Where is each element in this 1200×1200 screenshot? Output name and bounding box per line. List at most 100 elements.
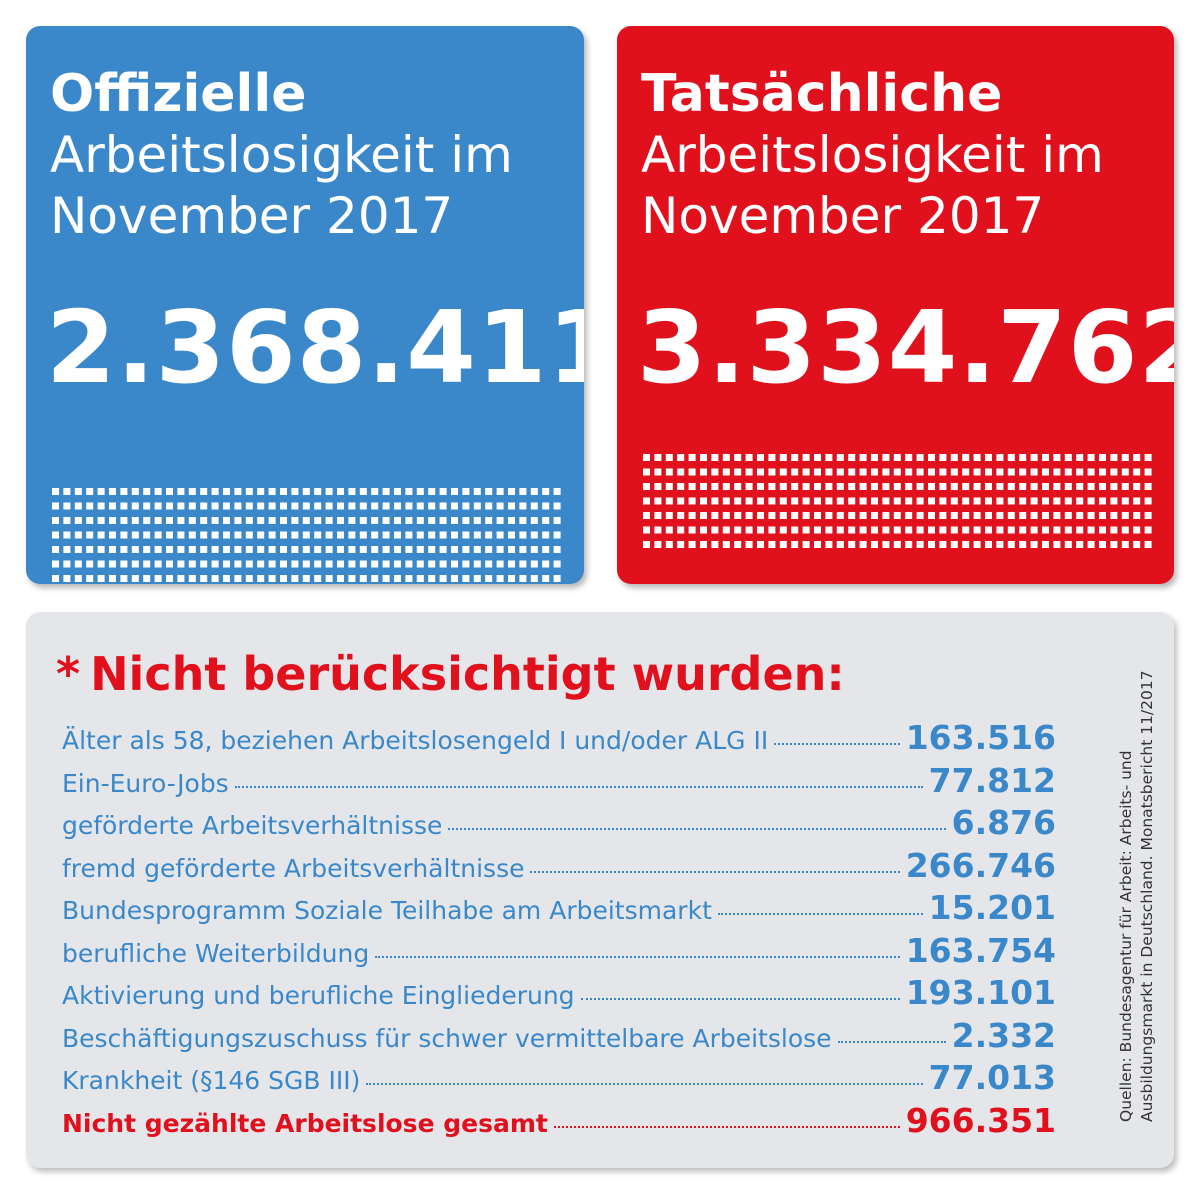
decor-dot [1064, 512, 1072, 519]
decor-dot [973, 526, 981, 534]
decor-dot [291, 575, 299, 582]
decor-dot [223, 488, 230, 495]
decor-dot [405, 531, 413, 539]
decor-dot [553, 488, 561, 495]
decor-dot [1030, 454, 1038, 461]
decor-dot [1144, 454, 1152, 461]
decor-dot [825, 512, 833, 519]
decor-dot [871, 454, 878, 461]
decor-dot [314, 560, 322, 568]
decor-dot [1144, 468, 1152, 476]
decor-dot [394, 502, 401, 510]
decor-dot [768, 468, 776, 476]
decor-dot [291, 488, 299, 495]
decor-dot [791, 526, 799, 534]
decor-dot [382, 560, 390, 568]
decor-dot [734, 512, 742, 519]
decor-dot [496, 546, 504, 553]
decor-dot [836, 526, 844, 534]
decor-dot [985, 512, 992, 519]
decor-dot [1099, 541, 1106, 548]
decor-dot [973, 468, 981, 476]
decor-dot [734, 454, 742, 461]
decor-dot [1053, 512, 1061, 519]
decor-dot [1144, 512, 1152, 519]
decor-dot [120, 531, 128, 539]
decor-dot [688, 512, 696, 519]
decor-dot [428, 575, 436, 582]
decor-dot [154, 560, 162, 568]
actual-unemployment-title: Tatsächliche Arbeitslosigkeit im Novembe… [641, 64, 1104, 247]
decor-dot [97, 546, 105, 553]
decor-dot [1042, 483, 1049, 490]
decor-dot [394, 488, 401, 495]
decor-dot [234, 502, 242, 510]
decor-dot [1019, 497, 1027, 505]
decor-dot [1087, 541, 1095, 548]
decor-dot [268, 531, 276, 539]
decor-dot [131, 531, 139, 539]
decor-dot [508, 531, 515, 539]
decor-dot [394, 560, 401, 568]
decor-dot [416, 517, 424, 524]
actual-unemployment-card: Tatsächliche Arbeitslosigkeit im Novembe… [617, 26, 1174, 584]
decor-dot [382, 502, 390, 510]
decor-dot [643, 483, 650, 490]
dot-grid-decoration-left [52, 488, 561, 582]
decor-dot [734, 526, 742, 534]
decor-dot [985, 468, 992, 476]
decor-dot [1042, 497, 1049, 505]
decor-dot [223, 517, 230, 524]
decor-dot [1030, 483, 1038, 490]
decor-dot [485, 502, 493, 510]
decor-dot [825, 483, 833, 490]
decor-dot [677, 483, 685, 490]
decor-dot [973, 541, 981, 548]
decor-dot [530, 546, 538, 553]
decor-dot [722, 497, 730, 505]
list-item-label: fremd geförderte Arbeitsverhältnisse [62, 853, 525, 883]
decor-dot [814, 468, 821, 476]
decor-dot [711, 526, 719, 534]
decor-dot [166, 488, 173, 495]
decor-dot [962, 526, 970, 534]
decor-dot [768, 541, 776, 548]
decor-dot [1030, 541, 1038, 548]
decor-dot [52, 488, 59, 495]
decor-dot [950, 454, 958, 461]
decor-dot [382, 546, 390, 553]
decor-dot [519, 546, 527, 553]
decor-dot [745, 526, 753, 534]
decor-dot [1076, 526, 1084, 534]
decor-dot [643, 497, 650, 505]
dotted-leader [375, 955, 900, 958]
decor-dot [348, 531, 356, 539]
decor-dot [462, 488, 470, 495]
decor-dot [496, 575, 504, 582]
decor-dot [757, 468, 764, 476]
decor-dot [200, 517, 208, 524]
decor-dot [700, 468, 707, 476]
decor-dot [131, 488, 139, 495]
decor-dot [688, 541, 696, 548]
decor-dot [177, 575, 185, 582]
decor-dot [996, 483, 1004, 490]
decor-dot [1042, 541, 1049, 548]
decor-dot [677, 526, 685, 534]
decor-dot [1099, 497, 1106, 505]
decor-dot [97, 560, 105, 568]
decor-dot [802, 483, 810, 490]
decor-dot [962, 497, 970, 505]
decor-dot [1030, 468, 1038, 476]
decor-dot [63, 575, 71, 582]
decor-dot [1007, 512, 1015, 519]
decor-dot [234, 531, 242, 539]
decor-dot [553, 560, 561, 568]
decor-dot [882, 526, 890, 534]
decor-dot [74, 517, 82, 524]
decor-dot [722, 468, 730, 476]
decor-dot [814, 512, 821, 519]
decor-dot [665, 483, 673, 490]
decor-dot [950, 468, 958, 476]
decor-dot [950, 541, 958, 548]
